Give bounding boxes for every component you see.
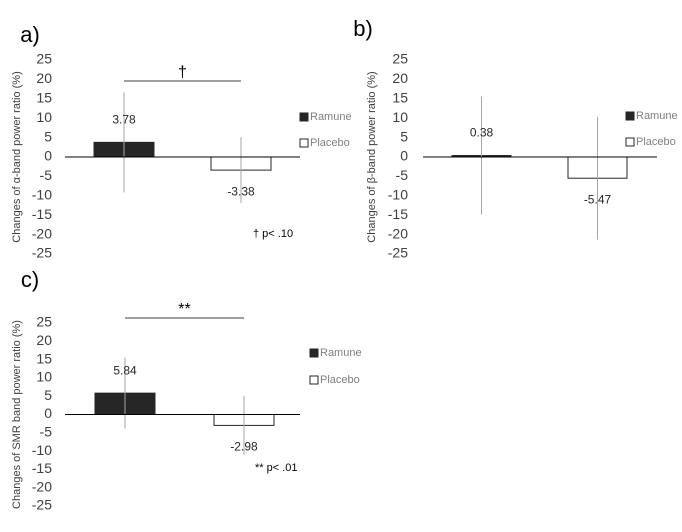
panel-label: b)	[353, 16, 373, 41]
y-tick-label: -25	[32, 497, 52, 513]
legend-label: Ramune	[320, 347, 362, 359]
value-label: -2.98	[230, 440, 258, 454]
y-tick-label: 25	[392, 51, 408, 67]
y-tick-label: 25	[36, 314, 52, 330]
footnote: † p< .10	[253, 228, 293, 240]
y-tick-label: 15	[36, 350, 52, 366]
legend-swatch	[625, 111, 635, 121]
y-tick-label: -25	[32, 245, 52, 261]
legend-swatch	[309, 375, 319, 385]
legend-swatch	[299, 112, 309, 122]
legend-label: Ramune	[636, 110, 678, 122]
y-tick-label: -20	[32, 225, 52, 241]
value-label: 5.84	[113, 363, 137, 377]
y-tick-label: -25	[388, 245, 408, 261]
value-label: -5.47	[584, 192, 612, 206]
value-label: 0.38	[470, 126, 494, 140]
y-tick-label: -10	[32, 442, 52, 458]
legend-label: Ramune	[310, 111, 352, 123]
y-tick-label: 15	[392, 90, 408, 106]
y-tick-label: 20	[392, 70, 408, 86]
y-tick-label: -15	[388, 206, 408, 222]
y-tick-label: -15	[32, 460, 52, 476]
y-tick-label: -5	[40, 424, 53, 440]
panel-label: c)	[21, 267, 39, 292]
y-tick-label: 10	[36, 109, 52, 125]
y-axis-label: Changes of α-band power ratio (%)	[11, 71, 23, 242]
y-tick-label: 0	[400, 148, 408, 164]
y-tick-label: 20	[36, 332, 52, 348]
y-tick-label: 0	[44, 405, 52, 421]
y-tick-label: -10	[32, 187, 52, 203]
y-tick-label: 5	[44, 387, 52, 403]
legend-label: Placebo	[310, 137, 350, 149]
significance-mark: **	[178, 301, 190, 318]
y-tick-label: 10	[36, 369, 52, 385]
y-tick-label: -10	[388, 187, 408, 203]
panel-label: a)	[20, 22, 40, 47]
y-tick-label: -5	[396, 167, 409, 183]
y-tick-label: 15	[36, 90, 52, 106]
legend-swatch	[299, 138, 309, 148]
legend-label: Placebo	[320, 374, 360, 386]
value-label: -3.38	[227, 184, 255, 198]
y-tick-label: 5	[44, 128, 52, 144]
significance-mark: †	[178, 64, 187, 81]
y-tick-label: 10	[392, 109, 408, 125]
y-tick-label: -5	[40, 167, 53, 183]
y-tick-label: 25	[36, 51, 52, 67]
y-tick-label: -20	[388, 225, 408, 241]
y-tick-label: 20	[36, 70, 52, 86]
legend-swatch	[309, 348, 319, 358]
y-axis-label: Changes of SMR band power ratio (%)	[11, 320, 23, 509]
y-tick-label: -20	[32, 478, 52, 494]
y-tick-label: 0	[44, 148, 52, 164]
y-tick-label: 5	[400, 128, 408, 144]
footnote: ** p< .01	[255, 462, 298, 474]
y-tick-label: -15	[32, 206, 52, 222]
legend-label: Placebo	[636, 136, 676, 148]
value-label: 3.78	[112, 113, 136, 127]
y-axis-label: Changes of β-band power ratio (%)	[366, 71, 378, 242]
legend-swatch	[625, 137, 635, 147]
